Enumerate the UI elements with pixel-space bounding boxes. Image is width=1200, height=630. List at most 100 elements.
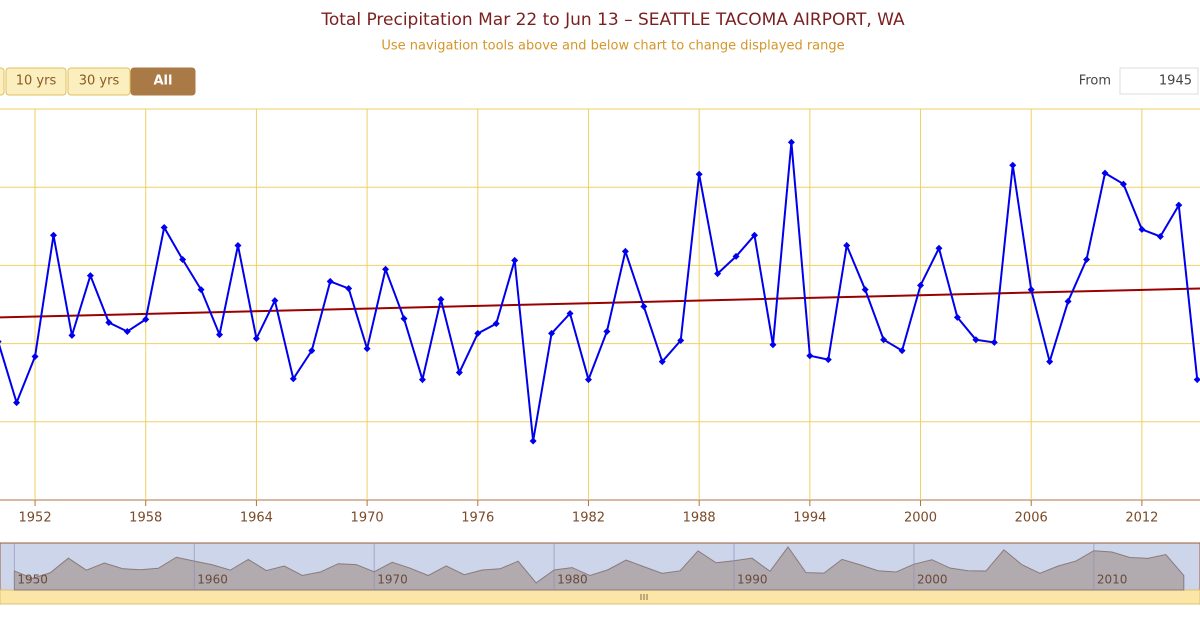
data-point	[492, 320, 500, 328]
data-point	[917, 281, 925, 289]
trend-line	[0, 287, 1200, 319]
x-tick-label: 1952	[19, 511, 52, 526]
x-tick-label: 2000	[904, 511, 937, 526]
data-point	[824, 356, 832, 364]
data-point	[750, 231, 758, 239]
x-tick-label: 2006	[1015, 511, 1048, 526]
data-point	[1009, 161, 1017, 169]
data-point	[640, 302, 648, 310]
data-point	[621, 247, 629, 255]
data-point	[13, 399, 21, 407]
navigator-tick-label: 1950	[17, 573, 48, 587]
chart-title: Total Precipitation Mar 22 to Jun 13 – S…	[320, 10, 905, 30]
data-point	[1064, 297, 1072, 305]
range-button[interactable]	[67, 67, 131, 96]
data-point	[197, 286, 205, 294]
data-point	[86, 272, 94, 280]
data-point	[861, 286, 869, 294]
data-point	[677, 336, 685, 344]
data-point	[880, 336, 888, 344]
data-point	[474, 329, 482, 337]
data-point	[1101, 169, 1109, 177]
navigator-tick-label: 2010	[1097, 573, 1128, 587]
navigator-tick-label: 2000	[917, 573, 948, 587]
data-point	[990, 338, 998, 346]
data-point	[1156, 232, 1164, 240]
data-point	[31, 353, 39, 361]
data-point	[566, 309, 574, 317]
x-tick-label: 1970	[351, 511, 384, 526]
scrollbar[interactable]	[0, 589, 1200, 605]
navigator-tick-label: 1970	[377, 573, 408, 587]
data-point	[382, 265, 390, 273]
range-button-label: 10 yrs	[16, 74, 57, 89]
data-point	[529, 437, 537, 445]
from-value: 1945	[1159, 74, 1192, 89]
data-point	[1046, 358, 1054, 366]
data-point	[935, 244, 943, 252]
navigator-tick-label: 1990	[737, 573, 768, 587]
navigator-tick-label: 1980	[557, 573, 588, 587]
data-point	[548, 329, 556, 337]
data-point	[603, 327, 611, 335]
from-input[interactable]	[1119, 67, 1199, 95]
range-button-label: All	[154, 74, 173, 89]
data-point	[216, 331, 224, 339]
data-point	[179, 256, 187, 264]
range-button[interactable]	[5, 67, 67, 96]
data-point	[345, 284, 353, 292]
data-point	[806, 352, 814, 360]
navigator-tick-label: 1960	[197, 573, 228, 587]
chart-subtitle: Use navigation tools above and below cha…	[381, 39, 844, 54]
data-point	[105, 318, 113, 326]
range-button[interactable]	[130, 67, 196, 96]
data-line	[0, 142, 1199, 442]
data-point	[787, 138, 795, 146]
data-point	[68, 331, 76, 339]
data-point	[972, 336, 980, 344]
data-point	[1083, 256, 1091, 264]
data-point	[1027, 286, 1035, 294]
data-point	[400, 315, 408, 323]
data-point	[437, 295, 445, 303]
range-button-partial[interactable]	[0, 67, 5, 96]
data-point	[695, 170, 703, 178]
data-point	[234, 241, 242, 249]
data-point	[658, 358, 666, 366]
data-point	[898, 347, 906, 355]
data-point	[49, 231, 57, 239]
data-point	[308, 347, 316, 355]
data-point	[584, 376, 592, 384]
data-point	[289, 375, 297, 383]
data-point	[252, 335, 260, 343]
data-point	[1119, 180, 1127, 188]
scrollbar-grip	[640, 594, 648, 600]
data-point	[1175, 201, 1183, 209]
data-point	[953, 313, 961, 321]
data-point	[363, 345, 371, 353]
data-point	[271, 297, 279, 305]
data-point	[769, 341, 777, 349]
data-point	[1193, 376, 1200, 384]
data-point	[0, 339, 2, 344]
data-point	[142, 315, 150, 323]
data-point	[511, 256, 519, 264]
x-tick-label: 1988	[683, 511, 716, 526]
x-tick-label: 1958	[129, 511, 162, 526]
data-point	[123, 327, 131, 335]
x-tick-label: 1982	[572, 511, 605, 526]
data-point	[1138, 225, 1146, 233]
data-point	[455, 369, 463, 377]
data-point	[326, 277, 334, 285]
data-point	[418, 376, 426, 384]
x-tick-label: 1964	[240, 511, 273, 526]
data-point	[843, 241, 851, 249]
x-tick-label: 1976	[461, 511, 494, 526]
x-tick-label: 1994	[793, 511, 826, 526]
from-label: From	[1079, 74, 1111, 89]
navigator-area	[13, 546, 1185, 591]
range-button-label: 30 yrs	[79, 74, 120, 89]
x-tick-label: 2012	[1125, 511, 1158, 526]
